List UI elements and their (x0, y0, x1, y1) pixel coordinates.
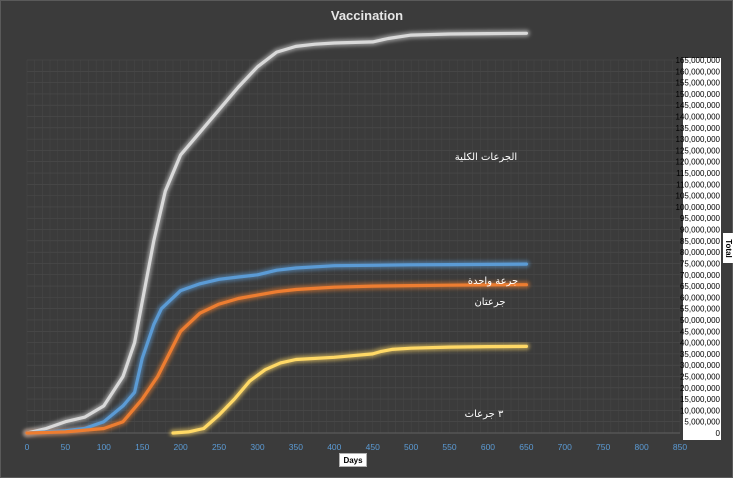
y-tick-label: 45,000,000 (680, 327, 721, 336)
y-tick-label: 50,000,000 (680, 316, 721, 325)
y-tick-label: 60,000,000 (680, 293, 721, 302)
y-tick-label: 75,000,000 (680, 259, 721, 268)
y-tick-label: 35,000,000 (680, 350, 721, 359)
y-tick-label: 100,000,000 (676, 203, 721, 212)
x-tick-label: 400 (327, 442, 341, 452)
x-tick-label: 0 (25, 442, 30, 452)
series-glow (23, 29, 530, 437)
y-tick-label: 120,000,000 (676, 158, 721, 167)
y-tick-label: 150,000,000 (676, 90, 721, 99)
y-axis-title-box (723, 233, 734, 263)
y-tick-label: 70,000,000 (680, 271, 721, 280)
x-tick-label: 650 (519, 442, 533, 452)
x-tick-label: 450 (366, 442, 380, 452)
y-axis-panel (683, 58, 721, 440)
y-tick-label: 20,000,000 (680, 384, 721, 393)
x-tick-label: 850 (673, 442, 687, 452)
chart-title: Vaccination (330, 8, 404, 23)
y-tick-label: 55,000,000 (680, 305, 721, 314)
y-tick-label: 65,000,000 (680, 282, 721, 291)
x-tick-label: 800 (634, 442, 648, 452)
y-tick-label: 15,000,000 (680, 395, 721, 404)
y-tick-label: 130,000,000 (676, 135, 721, 144)
y-tick-label: 110,000,000 (676, 180, 720, 189)
y-tick-label: 90,000,000 (680, 226, 721, 235)
x-tick-label: 250 (212, 442, 226, 452)
y-tick-label: 125,000,000 (676, 146, 721, 155)
series-line (171, 344, 528, 435)
x-axis-ticks: 0 50 100 150 200 250 300 350 400 450 500 550 600 650 7… (25, 442, 688, 452)
series-label: ٣ جرعات (465, 409, 504, 420)
x-axis-title: Days (339, 453, 367, 467)
x-tick-label: 300 (250, 442, 264, 452)
y-tick-label: 160,000,000 (676, 67, 721, 76)
series-label: جرعة واحدة (468, 276, 518, 287)
series-label: الجرعات الكلية (455, 152, 517, 163)
y-tick-label: 165,000,000 (676, 56, 721, 65)
x-tick-label: 600 (481, 442, 495, 452)
series-labels: الجرعات الكلية جرعة واحدة جرعتان ٣ جرعات (455, 152, 518, 420)
x-tick-label: 350 (289, 442, 303, 452)
series-line (25, 262, 528, 435)
y-tick-label: 10,000,000 (680, 406, 721, 415)
y-tick-label: 115,000,000 (676, 169, 720, 178)
series-glow-layer (23, 29, 530, 437)
y-tick-label: 80,000,000 (680, 248, 721, 257)
x-tick-label: 50 (61, 442, 71, 452)
series-label: جرعتان (474, 297, 505, 308)
y-axis-ticks: 0 5,000,000 10,000,000 15,000,000 20,000,000… (676, 56, 721, 438)
y-tick-label: 140,000,000 (676, 113, 721, 122)
x-tick-label: 500 (404, 442, 418, 452)
y-tick-label: 105,000,000 (676, 192, 721, 201)
x-tick-label: 100 (97, 442, 111, 452)
y-tick-label: 5,000,000 (684, 418, 720, 427)
y-tick-label: 85,000,000 (680, 237, 721, 246)
series-line (25, 283, 528, 435)
y-tick-label: 135,000,000 (676, 124, 721, 133)
y-tick-label: 0 (716, 429, 721, 438)
y-tick-label: 145,000,000 (676, 101, 721, 110)
x-tick-label: 550 (442, 442, 456, 452)
x-tick-label: 150 (135, 442, 149, 452)
series-lines (25, 31, 528, 435)
x-tick-label: 200 (174, 442, 188, 452)
x-tick-label: 750 (596, 442, 610, 452)
y-tick-label: 95,000,000 (680, 214, 721, 223)
x-tick-label: 700 (558, 442, 572, 452)
series-line (25, 31, 528, 435)
y-tick-label: 155,000,000 (676, 79, 721, 88)
y-tick-label: 30,000,000 (680, 361, 721, 370)
y-tick-label: 25,000,000 (680, 372, 721, 381)
y-tick-label: 40,000,000 (680, 339, 721, 348)
